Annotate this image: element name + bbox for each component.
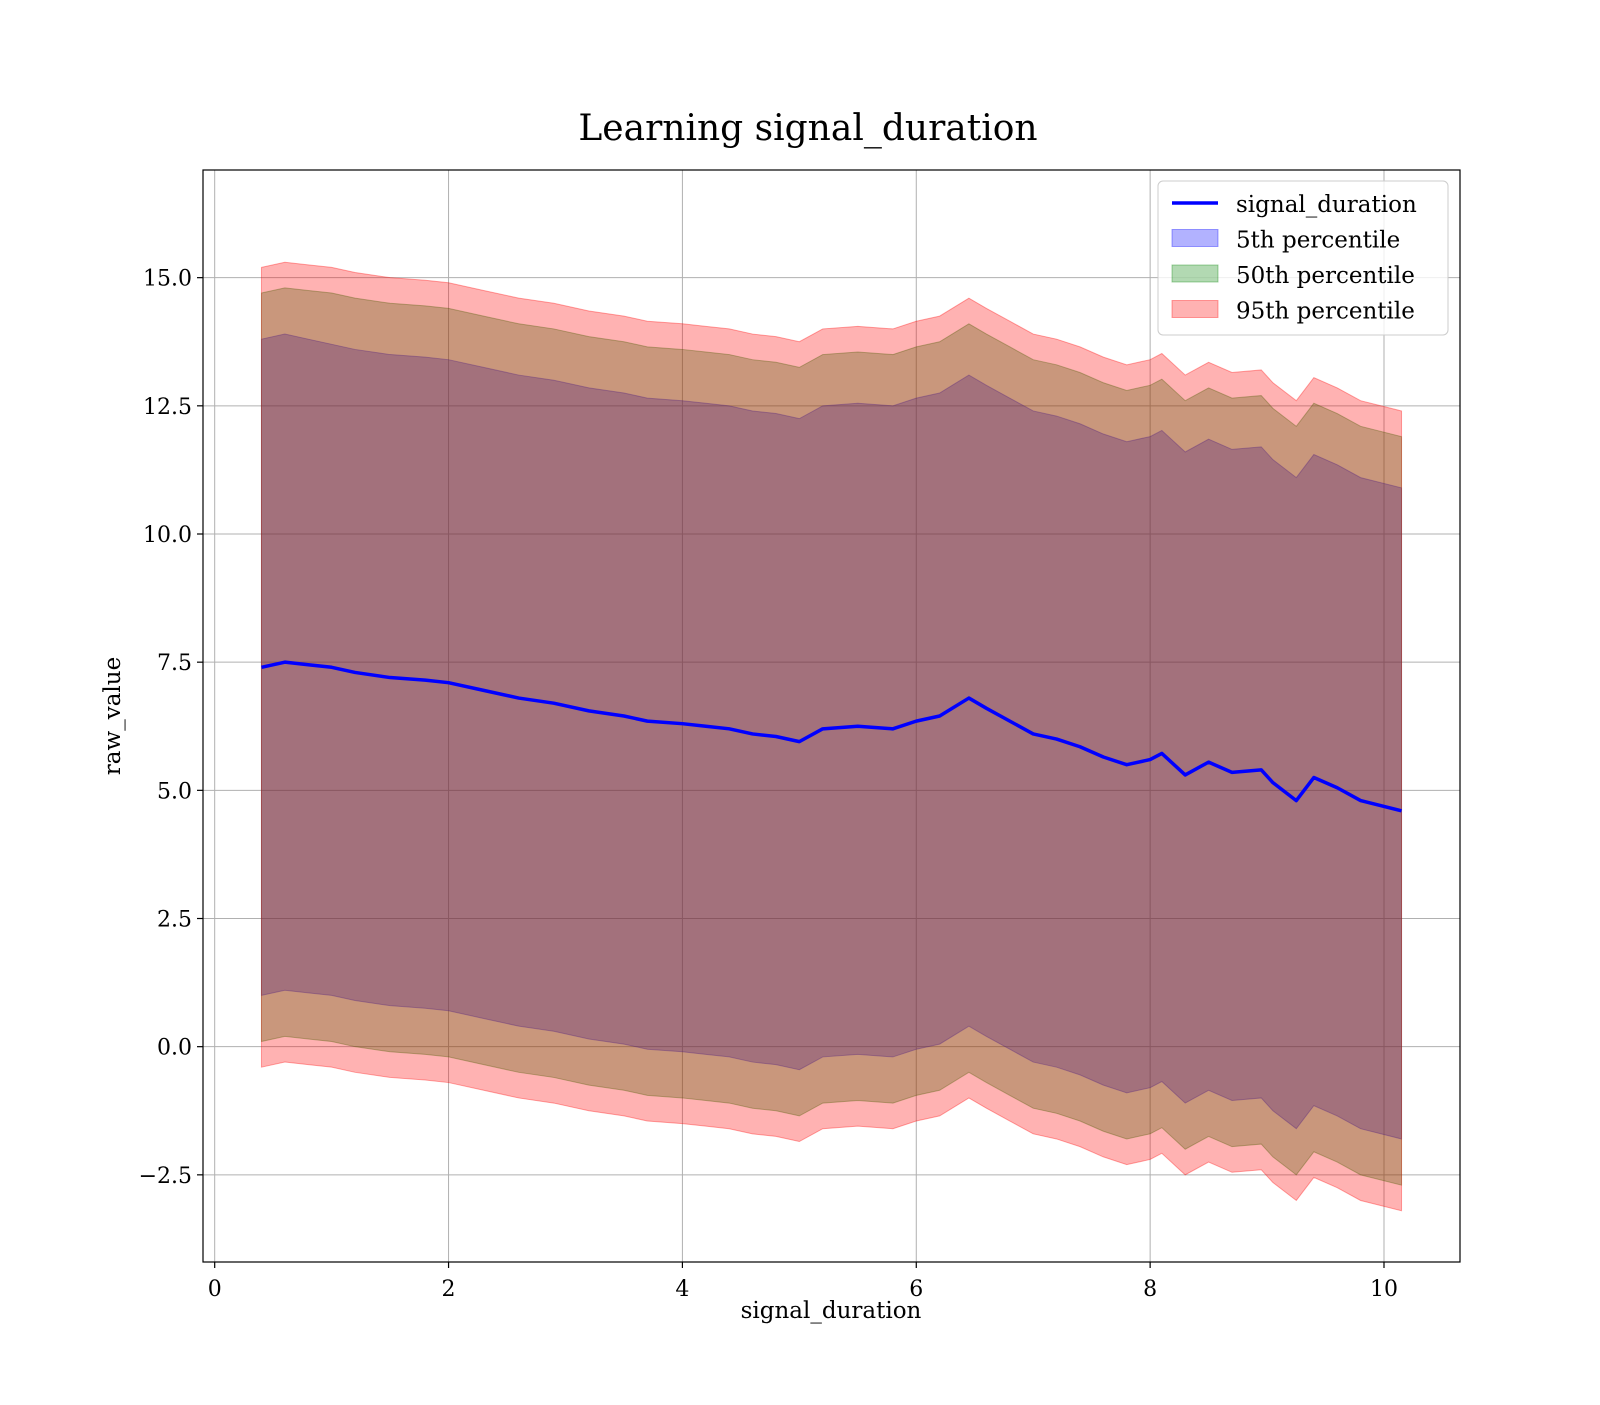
- line-layer: [261, 660, 1402, 813]
- legend-box: [1157, 180, 1449, 336]
- x-tick-label: 6: [909, 1277, 923, 1302]
- chart-title: Learning signal_duration: [578, 108, 1037, 149]
- x-tick-label: 10: [1370, 1277, 1398, 1302]
- legend-swatch-band-95th-percentile: [1171, 300, 1219, 318]
- x-tick-label: 0: [208, 1277, 222, 1302]
- legend: signal_duration 5th percentile 50th percen…: [1157, 180, 1449, 336]
- x-axis-label: signal_duration: [741, 1298, 922, 1324]
- y-tick-label: −2.5: [139, 1164, 192, 1189]
- y-tick-label: 7.5: [157, 651, 192, 676]
- x-tick-label: 4: [675, 1277, 689, 1302]
- y-tick-label: 2.5: [157, 908, 192, 933]
- legend-swatch-band-5th-percentile: [1171, 229, 1219, 247]
- series-line-signal-duration: [261, 660, 1402, 813]
- legend-label: signal_duration: [1236, 192, 1417, 218]
- legend-label: 95th percentile: [1236, 299, 1415, 325]
- x-tick-label: 8: [1143, 1277, 1157, 1302]
- band-95th-percentile: [260, 261, 1403, 1212]
- legend-swatch-band-50th-percentile: [1171, 264, 1219, 283]
- y-tick-label: 10.0: [143, 523, 192, 548]
- y-tick-label: 5.0: [157, 779, 192, 804]
- plot-frame: [202, 169, 1461, 1263]
- band-5th-percentile: [260, 333, 1403, 1140]
- legend-label: 50th percentile: [1236, 263, 1415, 289]
- y-tick-label: 15.0: [143, 267, 192, 292]
- y-tick-label: 12.5: [143, 395, 192, 420]
- x-tick-label: 2: [442, 1277, 456, 1302]
- y-tick-label: 0.0: [157, 1036, 192, 1061]
- legend-label: 5th percentile: [1236, 228, 1400, 254]
- legend-items: signal_duration 5th percentile 50th percen…: [1171, 192, 1417, 325]
- band-50th-percentile: [260, 287, 1403, 1186]
- tick-layer: 0 2 4 6 8 10 −2.5 0.0 2.5 5.0 7.5 10.0 12.5 15.0: [139, 267, 1398, 1302]
- band-layer: [260, 261, 1403, 1212]
- y-axis-label: raw_value: [100, 657, 126, 775]
